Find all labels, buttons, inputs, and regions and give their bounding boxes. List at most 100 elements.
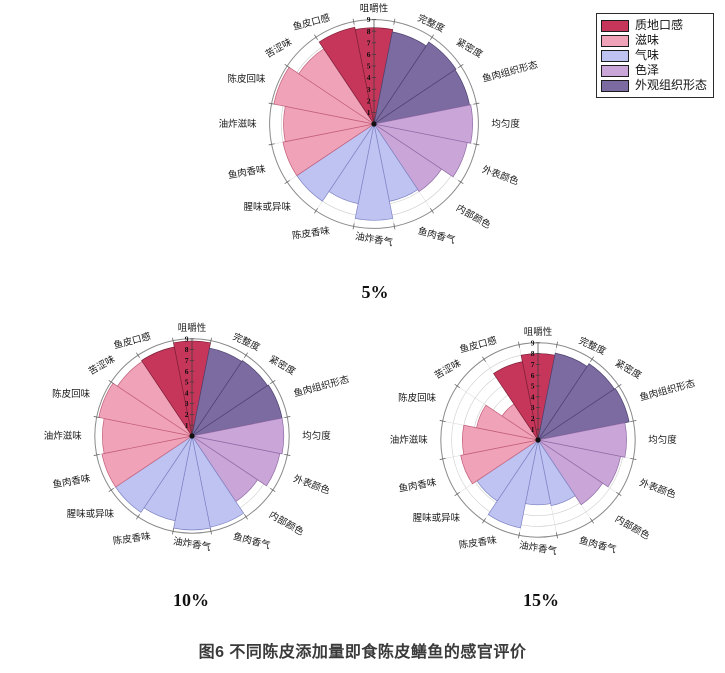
category-label-鱼肉组织形态: 鱼肉组织形态 xyxy=(481,58,540,84)
category-label-外表颜色: 外表颜色 xyxy=(638,477,678,501)
category-label-油炸滋味: 油炸滋味 xyxy=(219,118,258,130)
ring-tick xyxy=(93,453,100,456)
axis-tick-label: 2 xyxy=(367,96,371,105)
wedge-外表颜色 xyxy=(191,435,281,487)
category-label-均匀度: 均匀度 xyxy=(302,430,331,442)
category-label-完整度: 完整度 xyxy=(577,335,608,358)
category-label-鱼肉香气: 鱼肉香气 xyxy=(417,225,457,247)
category-label-陈皮香味: 陈皮香味 xyxy=(112,530,152,547)
category-label-外表颜色: 外表颜色 xyxy=(292,473,332,497)
category-label-油炸滋味: 油炸滋味 xyxy=(44,430,83,442)
rose-chart-canvas: 123456789咀嚼性完整度紧密度鱼肉组织形态均匀度外表颜色内部颜色鱼肉香气油… xyxy=(219,3,540,249)
wedge-均匀度 xyxy=(373,104,473,144)
ring-tick xyxy=(135,352,140,358)
ring-tick xyxy=(630,420,637,423)
axis-tick-label: 4 xyxy=(531,392,535,401)
axis-tick-label: 8 xyxy=(367,27,371,36)
ring-tick xyxy=(172,337,175,344)
ring-tick xyxy=(108,488,114,493)
category-label-鱼肉香味: 鱼肉香味 xyxy=(227,163,267,182)
category-label-鱼肉香味: 鱼肉香味 xyxy=(398,476,438,495)
ring-tick xyxy=(430,34,435,40)
category-label-陈皮回味: 陈皮回味 xyxy=(398,392,437,404)
axis-tick-label: 9 xyxy=(185,334,189,343)
wedge-鱼肉组织形态 xyxy=(537,388,630,441)
ring-tick xyxy=(284,453,291,456)
rose-chart-canvas: 123456789咀嚼性完整度紧密度鱼肉组织形态均匀度外表颜色内部颜色鱼肉香气油… xyxy=(44,322,351,554)
ring-tick xyxy=(518,341,521,348)
ring-tick xyxy=(268,102,275,105)
wedge-油炸香气 xyxy=(173,435,211,531)
legend-swatch-taste xyxy=(601,34,629,47)
ring-tick xyxy=(481,518,486,524)
ring-tick xyxy=(313,34,318,40)
legend-label-color: 色泽 xyxy=(635,63,660,77)
wedge-鱼肉香味 xyxy=(460,439,539,485)
category-label-鱼皮口感: 鱼皮口感 xyxy=(458,334,498,356)
legend-swatch-appearance xyxy=(601,79,629,92)
ring-tick xyxy=(473,143,480,146)
wedge-外表颜色 xyxy=(373,123,468,178)
ring-tick xyxy=(616,492,622,497)
category-label-完整度: 完整度 xyxy=(231,331,262,354)
figure-caption: 图6 不同陈皮添加量即食陈皮鳝鱼的感官评价 xyxy=(198,644,527,661)
wedge-油炸滋味 xyxy=(462,424,539,456)
axis-tick-label: 2 xyxy=(185,410,189,419)
ring-tick xyxy=(430,208,435,214)
category-label-完整度: 完整度 xyxy=(416,12,447,35)
ring-tick xyxy=(555,341,558,348)
category-label-鱼肉香气: 鱼肉香气 xyxy=(232,530,272,552)
axis-tick-label: 8 xyxy=(531,349,535,358)
wedge-鱼皮口感 xyxy=(318,26,375,125)
category-label-鱼肉组织形态: 鱼肉组织形态 xyxy=(638,377,697,403)
axis-tick-label: 7 xyxy=(185,356,189,365)
category-label-内部颜色: 内部颜色 xyxy=(267,509,306,539)
legend-item-color: 色泽 xyxy=(601,63,709,78)
chart-title-10pct: 10% xyxy=(173,590,209,610)
chart-title-5pct: 5% xyxy=(361,282,389,302)
legend-label-appearance: 外观组织形态 xyxy=(635,78,708,92)
ring-tick xyxy=(616,383,622,388)
axis-tick-label: 1 xyxy=(185,421,189,430)
ring-tick xyxy=(268,143,275,146)
ring-tick xyxy=(284,416,291,419)
category-label-油炸香气: 油炸香气 xyxy=(518,539,558,558)
axis-tick-label: 1 xyxy=(531,425,535,434)
ring-tick xyxy=(135,514,140,520)
ring-tick xyxy=(458,180,464,185)
rose-chart-10pct: 1 2 3 4 5 6 7 8 9 咀嚼性 完整度 紧密度 鱼肉组织形态 均匀度 外表颜色 内部颜色 鱼肉香气 油… xyxy=(22,266,362,606)
category-label-紧密度: 紧密度 xyxy=(267,353,298,378)
category-label-咀嚼性: 咀嚼性 xyxy=(178,322,207,334)
axis-tick-label: 4 xyxy=(367,73,371,82)
axis-tick-label: 9 xyxy=(531,338,535,347)
axis-tick-label: 5 xyxy=(185,378,189,387)
category-label-苦涩味: 苦涩味 xyxy=(432,357,463,382)
axis-tick-label: 6 xyxy=(367,50,371,59)
wedge-鱼皮口感 xyxy=(141,346,193,437)
ring-tick xyxy=(458,63,464,68)
category-label-油炸滋味: 油炸滋味 xyxy=(390,434,429,446)
ring-tick xyxy=(244,352,249,358)
ring-tick xyxy=(590,518,595,524)
axis-tick-label: 7 xyxy=(531,360,535,369)
ring-tick xyxy=(172,528,175,535)
wedge-均匀度 xyxy=(191,417,285,455)
category-label-苦涩味: 苦涩味 xyxy=(263,36,294,61)
ring-tick xyxy=(518,532,521,539)
ring-tick xyxy=(244,514,249,520)
category-label-内部颜色: 内部颜色 xyxy=(454,202,493,232)
wedge-紧密度 xyxy=(373,41,457,125)
axis-tick-label: 5 xyxy=(531,382,535,391)
category-label-鱼肉香气: 鱼肉香气 xyxy=(578,534,618,556)
legend-label-smell: 气味 xyxy=(635,48,660,62)
category-label-鱼肉组织形态: 鱼肉组织形态 xyxy=(292,373,351,399)
chart-title-15pct: 15% xyxy=(523,590,559,610)
wedge-内部颜色 xyxy=(537,439,604,506)
wedge-均匀度 xyxy=(537,422,627,458)
ring-tick xyxy=(630,457,637,460)
legend-swatch-smell xyxy=(601,49,629,62)
legend-swatch-texture xyxy=(601,19,629,32)
axis-tick-label: 7 xyxy=(367,38,371,47)
category-label-鱼皮口感: 鱼皮口感 xyxy=(292,11,332,33)
wedge-鱼肉香味 xyxy=(101,435,193,488)
